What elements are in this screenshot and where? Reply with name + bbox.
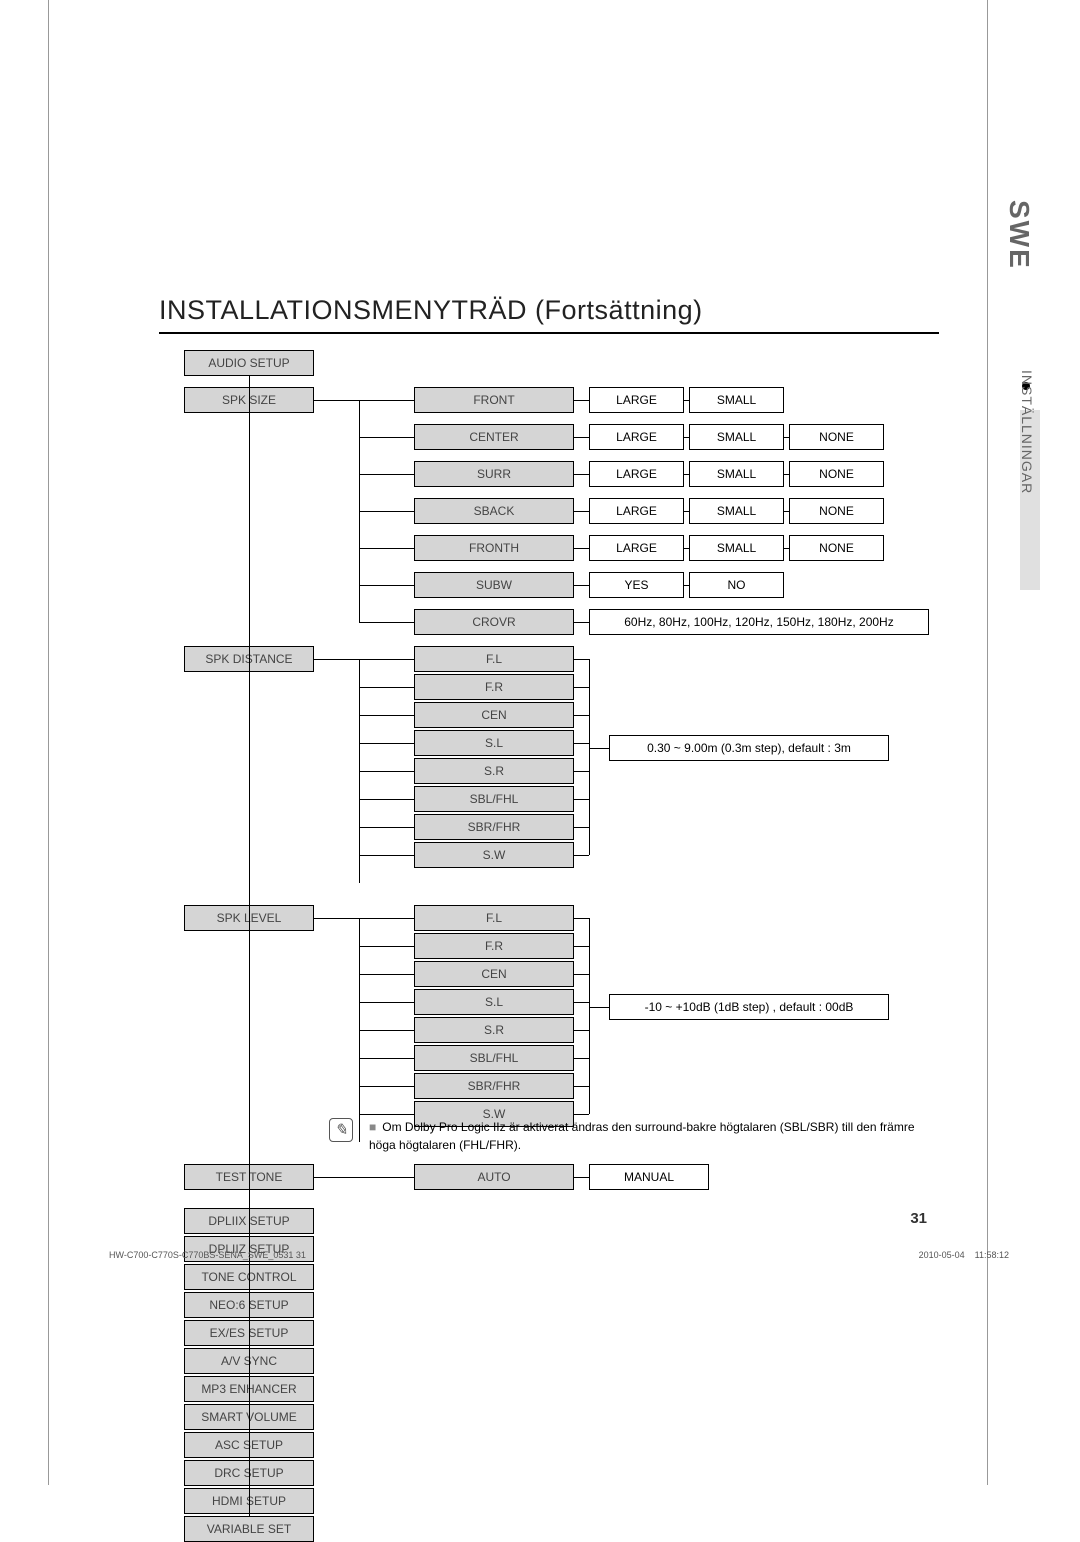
- test-tone-auto: AUTO: [414, 1164, 574, 1190]
- spk-size-row: FRONT: [414, 387, 574, 413]
- spk-distance-row: F.L: [414, 646, 574, 672]
- note-icon: ✎: [329, 1118, 353, 1142]
- language-label: SWE: [1003, 200, 1035, 270]
- option: NONE: [789, 535, 884, 561]
- spk-level-row: F.R: [414, 933, 574, 959]
- option: NONE: [789, 461, 884, 487]
- spk-distance-row: F.R: [414, 674, 574, 700]
- menu-item: VARIABLE SET: [184, 1516, 314, 1542]
- spk-distance-row: CEN: [414, 702, 574, 728]
- spk-distance-row: S.R: [414, 758, 574, 784]
- option: LARGE: [589, 387, 684, 413]
- note-text: ■Om Dolby Pro Logic IIz är aktiverat änd…: [369, 1118, 919, 1154]
- footer-date: 2010-05-04: [919, 1250, 965, 1260]
- spk-level-row: S.R: [414, 1017, 574, 1043]
- spk-distance-row: S.W: [414, 842, 574, 868]
- spk-size-row: SBACK: [414, 498, 574, 524]
- option: YES: [589, 572, 684, 598]
- crovr-values: 60Hz, 80Hz, 100Hz, 120Hz, 150Hz, 180Hz, …: [589, 609, 929, 635]
- menu-tree: AUDIO SETUPSPK SIZESPK DISTANCESPK LEVEL…: [159, 350, 979, 1250]
- spk-level-note: -10 ~ +10dB (1dB step) , default : 00dB: [609, 994, 889, 1020]
- option: NONE: [789, 498, 884, 524]
- option: SMALL: [689, 535, 784, 561]
- option: SMALL: [689, 498, 784, 524]
- spk-level-row: S.L: [414, 989, 574, 1015]
- option: LARGE: [589, 498, 684, 524]
- footer-time: 11:58:12: [975, 1250, 1009, 1260]
- spk-distance-row: SBL/FHL: [414, 786, 574, 812]
- page-frame: INSTALLATIONSMENYTRÄD (Fortsättning) AUD…: [48, 0, 988, 1485]
- spk-size-row: CENTER: [414, 424, 574, 450]
- option: LARGE: [589, 424, 684, 450]
- option: SMALL: [689, 424, 784, 450]
- spk-size-row: SUBW: [414, 572, 574, 598]
- option: NONE: [789, 424, 884, 450]
- spk-level-row: CEN: [414, 961, 574, 987]
- option: LARGE: [589, 535, 684, 561]
- menu-item: AUDIO SETUP: [184, 350, 314, 376]
- page-number: 31: [910, 1210, 927, 1227]
- spk-size-row: SURR: [414, 461, 574, 487]
- option: SMALL: [689, 387, 784, 413]
- spk-size-row: CROVR: [414, 609, 574, 635]
- spk-distance-row: S.L: [414, 730, 574, 756]
- spk-level-row: F.L: [414, 905, 574, 931]
- spk-distance-row: SBR/FHR: [414, 814, 574, 840]
- spk-level-row: SBL/FHL: [414, 1045, 574, 1071]
- option: NO: [689, 572, 784, 598]
- side-section-label: INSTÄLLNINGAR: [1019, 370, 1035, 494]
- spk-distance-note: 0.30 ~ 9.00m (0.3m step), default : 3m: [609, 735, 889, 761]
- test-tone-manual: MANUAL: [589, 1164, 709, 1190]
- footer-file: HW-C700-C770S-C770BS-SENA_SWE_0531 31: [109, 1250, 306, 1260]
- spk-size-row: FRONTH: [414, 535, 574, 561]
- spk-level-row: SBR/FHR: [414, 1073, 574, 1099]
- option: SMALL: [689, 461, 784, 487]
- option: LARGE: [589, 461, 684, 487]
- footer: HW-C700-C770S-C770BS-SENA_SWE_0531 31 20…: [109, 1250, 1009, 1260]
- page-title: INSTALLATIONSMENYTRÄD (Fortsättning): [159, 295, 939, 334]
